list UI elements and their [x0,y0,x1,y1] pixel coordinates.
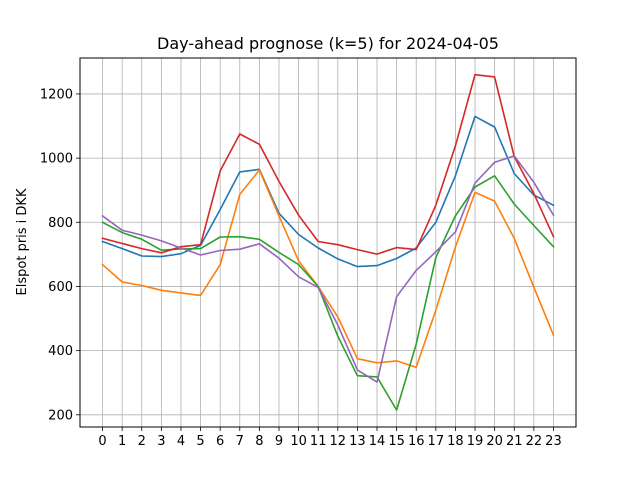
y-tick-label: 600 [48,280,73,295]
y-axis-label: Elspot pris i DKK [15,188,30,295]
y-tick-label: 400 [48,344,73,359]
x-tick-label: 11 [310,434,327,449]
x-tick-label: 17 [428,434,445,449]
x-tick-label: 22 [526,434,543,449]
series-line-4 [101,73,555,255]
x-tick-label: 12 [330,434,347,449]
series-line-3 [101,175,555,411]
y-axis: 200 400 600 800 1000 1200 [40,87,80,423]
x-tick-label: 3 [157,434,165,449]
x-axis: 0 1 2 3 4 5 6 7 8 9 10 11 12 13 14 15 16 17 18 19 20 21 22 23 [98,427,562,449]
x-tick-label: 21 [506,434,523,449]
y-tick-label: 1000 [40,152,73,167]
x-tick-label: 13 [349,434,366,449]
x-tick-label: 20 [486,434,503,449]
series-line-2 [101,169,555,369]
series-lines [101,73,555,411]
grid [80,58,576,427]
y-tick-label: 1200 [40,87,73,102]
plot-frame [79,57,577,428]
x-tick-label: 14 [369,434,386,449]
x-tick-label: 19 [467,434,484,449]
x-tick-label: 7 [236,434,244,449]
x-tick-label: 23 [545,434,562,449]
x-tick-label: 4 [177,434,185,449]
x-tick-label: 1 [118,434,126,449]
series-line-1 [101,115,555,268]
x-tick-label: 2 [138,434,146,449]
y-tick-label: 200 [48,408,73,423]
chart-title: Day-ahead prognose (k=5) for 2024-04-05 [157,34,499,53]
x-tick-label: 9 [275,434,283,449]
x-tick-label: 0 [98,434,106,449]
x-tick-label: 16 [408,434,425,449]
x-tick-label: 6 [216,434,224,449]
x-tick-label: 10 [290,434,307,449]
y-tick-label: 800 [48,216,73,231]
x-tick-label: 18 [447,434,464,449]
x-tick-label: 8 [255,434,263,449]
x-tick-label: 5 [196,434,204,449]
x-tick-label: 15 [388,434,405,449]
series-line-5 [101,155,555,383]
